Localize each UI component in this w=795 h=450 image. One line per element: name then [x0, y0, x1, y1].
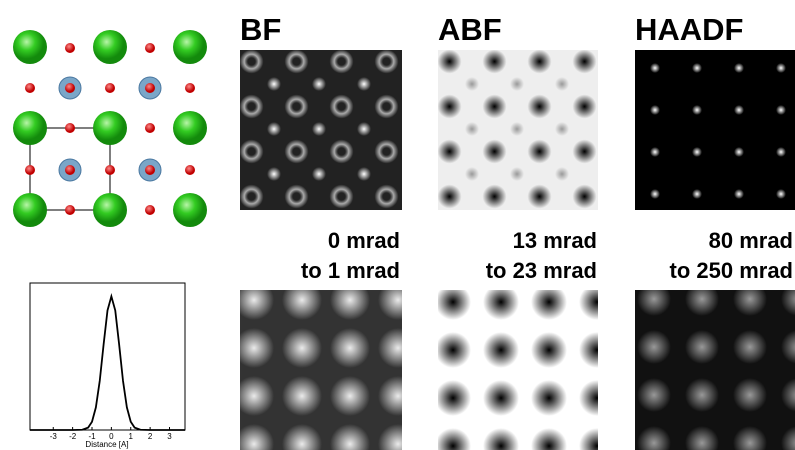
- curve: [30, 296, 185, 430]
- abf-image-blurred: [438, 290, 598, 450]
- x-tick-label: -3: [50, 432, 58, 441]
- haadf-image: [635, 50, 795, 210]
- range-from: 80 mrad: [709, 228, 793, 253]
- x-tick-label: 3: [167, 432, 172, 441]
- haadf-image-blurred: [635, 290, 795, 450]
- range-to: to 23 mrad: [486, 258, 597, 283]
- range-to: to 1 mrad: [301, 258, 400, 283]
- range-from: 13 mrad: [513, 228, 597, 253]
- range-from: 0 mrad: [328, 228, 400, 253]
- x-tick-label: -1: [88, 432, 96, 441]
- panel-title: BF: [240, 12, 281, 47]
- x-axis-label: Distance [A]: [85, 440, 128, 449]
- plot-frame: [30, 283, 185, 430]
- bf-image: [240, 50, 402, 210]
- abf-image: [438, 50, 598, 210]
- panel-title: ABF: [438, 12, 502, 47]
- bf-image-blurred: [240, 290, 402, 450]
- crystal-structure: [13, 30, 207, 227]
- x-tick-label: 1: [129, 432, 134, 441]
- figure: BF ABF HAADF 0 mrad to 1 mrad 13 mrad to…: [0, 0, 795, 450]
- panel-title: HAADF: [635, 12, 744, 47]
- x-tick-label: 2: [148, 432, 153, 441]
- range-to: to 250 mrad: [670, 258, 794, 283]
- x-tick-label: -2: [69, 432, 77, 441]
- x-tick-label: 0: [109, 432, 114, 441]
